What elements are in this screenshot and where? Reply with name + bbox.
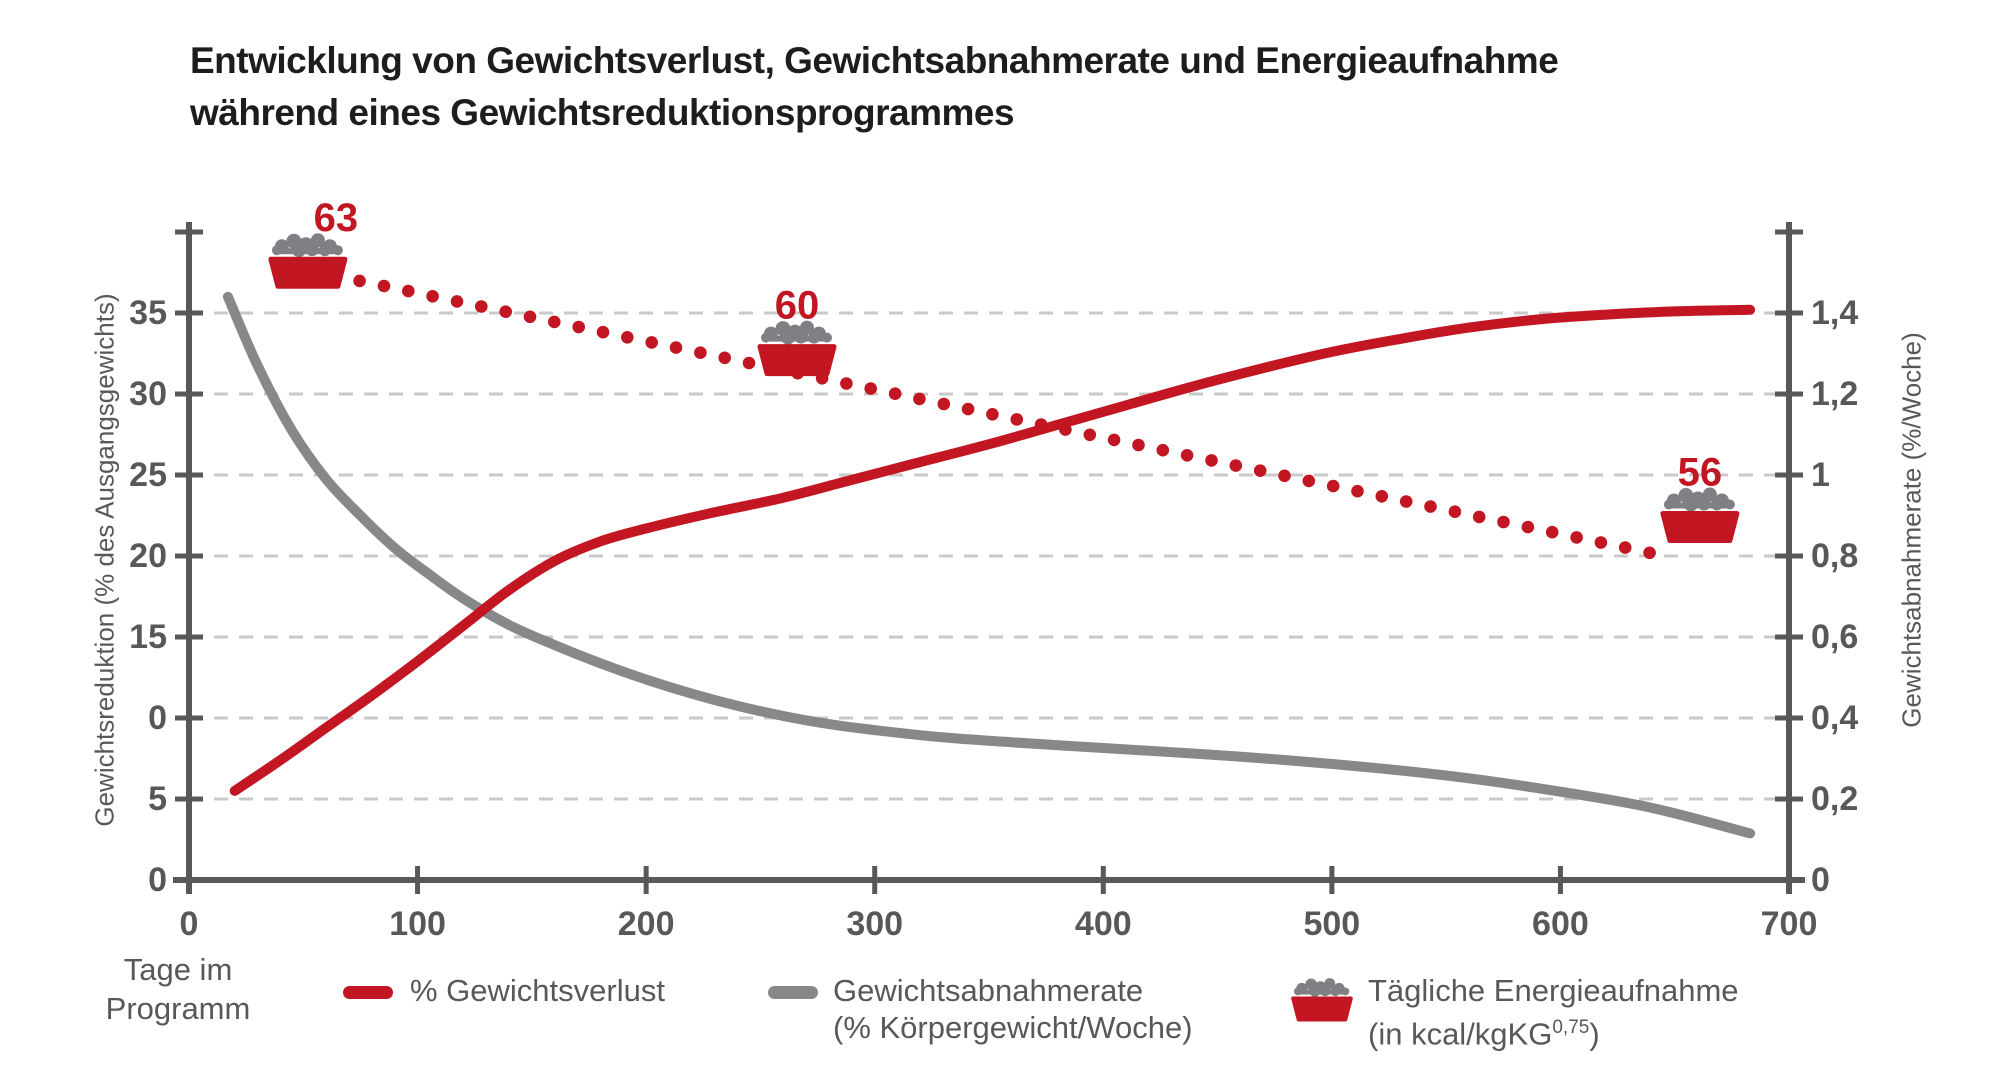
energy-value-label: 60: [775, 284, 820, 328]
left-axis-tick-label: 15: [129, 618, 167, 656]
food-bowl-legend-icon: [1291, 978, 1353, 1022]
legend-label-weight-loss: % Gewichtsverlust: [410, 973, 665, 1008]
x-axis-tick-label: 100: [389, 905, 446, 943]
legend-label-rate-line1: Gewichtsabnahmerate: [833, 973, 1144, 1008]
left-axis-tick-label: 5: [148, 780, 167, 818]
legend-label-rate: Gewichtsabnahmerate (% Körpergewicht/Woc…: [833, 972, 1193, 1046]
chart-title-line2: während eines Gewichtsreduktionsprogramm…: [190, 92, 1015, 133]
right-axis-tick-label: 0,4: [1811, 699, 1859, 737]
x-axis-tick-label: 300: [846, 905, 904, 943]
right-axis-tick-label: 1: [1811, 456, 1830, 494]
x-axis-tick-label: 0: [179, 905, 199, 943]
food-bowl-icon: [268, 233, 348, 289]
right-axis-tick-label: 0,8: [1811, 537, 1859, 575]
right-axis-tick-label: 0,6: [1811, 618, 1859, 656]
food-bowl-icon: [1660, 487, 1740, 543]
legend-label-energy: Tägliche Energieaufnahme (in kcal/kgKG0,…: [1368, 972, 1739, 1052]
weight-loss-line-swatch: [343, 986, 393, 999]
right-axis-tick-label: 0,2: [1811, 780, 1859, 818]
axes: [173, 222, 1805, 894]
rate-curve: [222, 291, 1756, 839]
x-axis-caption-line2: Programm: [105, 991, 251, 1026]
right-axis-tick-label: 0: [1811, 861, 1830, 899]
chart-title-line1: Entwicklung von Gewichtsverlust, Gewicht…: [190, 40, 1559, 81]
x-axis-caption: Tage im Programm: [88, 950, 268, 1028]
x-axis-caption-line1: Tage im: [123, 952, 233, 987]
left-axis-tick-label: 35: [129, 294, 167, 332]
left-axis-tick-label: 20: [129, 537, 167, 575]
x-axis-tick-label: 400: [1074, 905, 1132, 943]
x-axis-tick-label: 200: [617, 905, 675, 943]
x-axis-tick-label: 700: [1760, 905, 1818, 943]
weight-loss-curve: [229, 304, 1756, 796]
x-axis-tick-label: 500: [1303, 905, 1361, 943]
energy-value-label: 63: [314, 196, 359, 240]
left-axis-tick-label: 30: [129, 375, 167, 413]
rate-line-swatch: [768, 986, 818, 999]
legend-label-rate-line2: (% Körpergewicht/Woche): [833, 1010, 1193, 1045]
legend-label-energy-line1: Tägliche Energieaufnahme: [1368, 973, 1739, 1008]
right-axis-tick-label: 1,4: [1811, 294, 1859, 332]
food-bowl-icon: [757, 320, 837, 377]
left-axis-tick-label: 0: [148, 861, 167, 899]
right-axis-tick-label: 1,2: [1811, 375, 1859, 413]
left-axis-tick-label: 0: [148, 699, 167, 737]
legend-label-energy-line2: (in kcal/kgKG0,75): [1368, 1016, 1600, 1052]
left-axis-tick-label: 25: [129, 456, 167, 494]
x-axis-tick-label: 600: [1532, 905, 1589, 943]
energy-value-label: 56: [1678, 451, 1723, 495]
